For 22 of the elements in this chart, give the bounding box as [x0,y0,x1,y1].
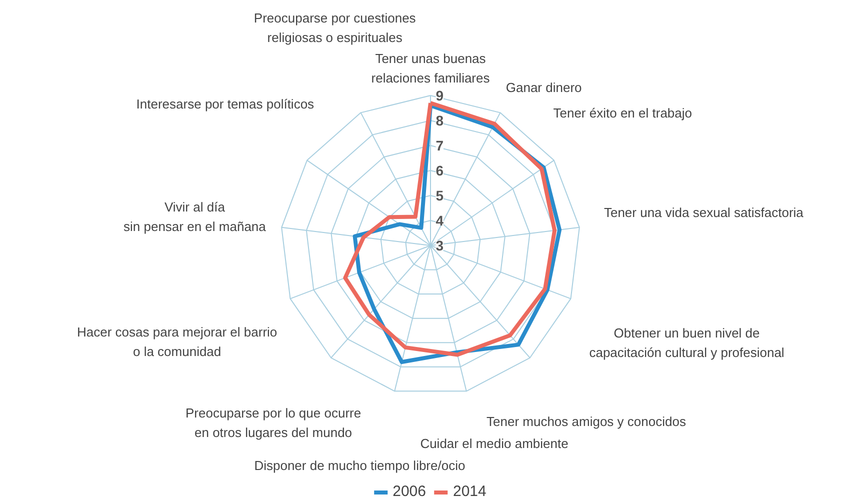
spoke-label: Ganar dinero [506,80,582,96]
spoke-label: Obtener un buen nivel de capacitación cultural y profesional [589,325,784,360]
spoke-label: Vivir al día sin pensar en el mañana [124,200,267,234]
spoke-label: Tener unas buenas relaciones familiares [371,50,490,86]
y-tick-label: 4 [436,212,444,228]
spoke-label: Hacer cosas para mejorar el barrio o la comunidad [77,324,278,359]
legend-label: 2014 [453,483,486,500]
spoke-label: Preocuparse por cuestiones religiosas o espirituales [254,10,416,45]
spoke-label: Tener muchos amigos y conocidos [486,414,686,429]
y-tick-label: 3 [436,238,444,254]
spoke-label: Disponer de mucho tiempo libre/ocio [254,458,466,473]
y-tick-label: 6 [436,162,444,178]
spoke-label: Cuidar el medio ambiente [420,436,568,452]
spoke-label: Interesarse por temas políticos [136,96,315,112]
spoke-label: Tener una vida sexual satisfactoria [604,204,804,220]
y-tick-label: 9 [436,88,444,104]
legend-label: 2006 [392,483,426,500]
y-tick-label: 5 [436,188,444,204]
y-tick-label: 8 [436,112,444,128]
spoke-label: Preocuparse por lo que ocurre en otros lugares del mundo [185,406,362,440]
spoke-label: Tener éxito en el trabajo [553,105,692,120]
y-tick-label: 7 [436,138,444,154]
